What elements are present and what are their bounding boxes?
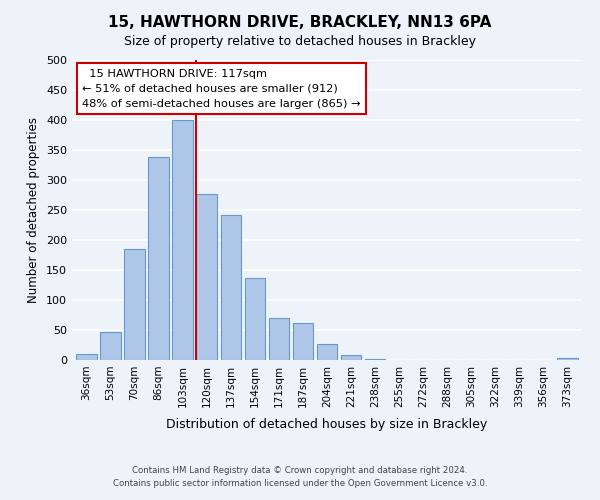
Bar: [293, 323, 313, 360]
Bar: [365, 359, 385, 360]
Text: Contains HM Land Registry data © Crown copyright and database right 2024.
Contai: Contains HM Land Registry data © Crown c…: [113, 466, 487, 487]
Bar: [221, 215, 241, 360]
Bar: [172, 120, 193, 360]
Bar: [196, 194, 217, 360]
X-axis label: Distribution of detached houses by size in Brackley: Distribution of detached houses by size …: [166, 418, 488, 431]
Bar: [317, 344, 337, 360]
Text: 15 HAWTHORN DRIVE: 117sqm  
← 51% of detached houses are smaller (912)
48% of se: 15 HAWTHORN DRIVE: 117sqm ← 51% of detac…: [82, 69, 361, 108]
Bar: [341, 355, 361, 360]
Bar: [557, 358, 578, 360]
Text: 15, HAWTHORN DRIVE, BRACKLEY, NN13 6PA: 15, HAWTHORN DRIVE, BRACKLEY, NN13 6PA: [109, 15, 491, 30]
Y-axis label: Number of detached properties: Number of detached properties: [28, 117, 40, 303]
Bar: [100, 332, 121, 360]
Bar: [124, 249, 145, 360]
Bar: [148, 157, 169, 360]
Text: Size of property relative to detached houses in Brackley: Size of property relative to detached ho…: [124, 35, 476, 48]
Bar: [269, 318, 289, 360]
Bar: [76, 354, 97, 360]
Bar: [245, 278, 265, 360]
